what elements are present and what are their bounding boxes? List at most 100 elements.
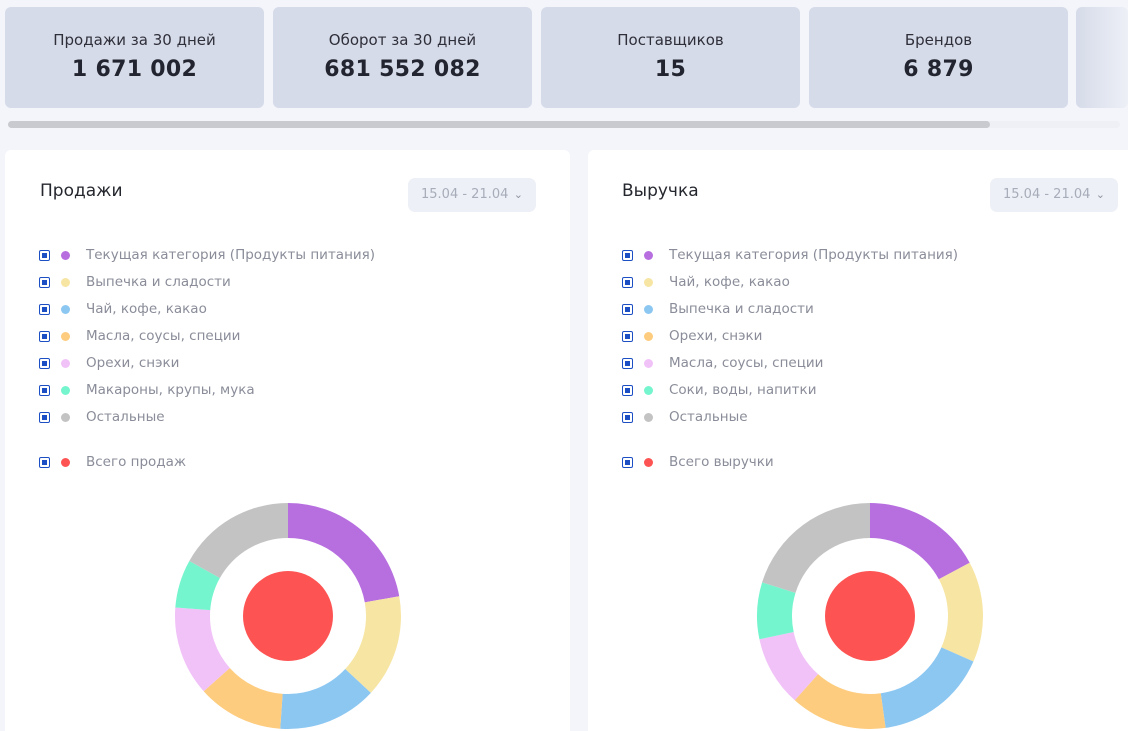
- revenue-donut-chart: Текущая категория (Продукты питания)Чай,…: [757, 503, 983, 729]
- legend-dot-icon: [644, 278, 653, 287]
- legend-item[interactable]: Соки, воды, напитки: [622, 381, 1022, 401]
- donut-slice[interactable]: Текущая категория (Продукты питания): [870, 503, 970, 580]
- checkbox-icon[interactable]: [622, 250, 633, 261]
- legend-item[interactable]: Масла, соусы, специи: [39, 327, 439, 347]
- stat-card-suppliers[interactable]: Поставщиков 15: [541, 7, 800, 108]
- legend-dot-icon: [644, 305, 653, 314]
- legend-dot-icon: [61, 458, 70, 467]
- legend-dot-icon: [644, 413, 653, 422]
- donut-slice[interactable]: Орехи, снэки: [174, 607, 230, 692]
- checkbox-icon[interactable]: [39, 457, 50, 468]
- stat-label: Брендов: [904, 31, 973, 49]
- stat-card-sales[interactable]: Продажи за 30 дней 1 671 002: [5, 7, 264, 108]
- legend-item[interactable]: Орехи, снэки: [622, 327, 1022, 347]
- donut-center-total[interactable]: [243, 571, 333, 661]
- legend-item[interactable]: Выпечка и сладости: [622, 300, 1022, 320]
- checkbox-icon[interactable]: [622, 331, 633, 342]
- legend-label: Чай, кофе, какао: [86, 301, 207, 317]
- legend-dot-icon: [61, 251, 70, 260]
- checkbox-icon[interactable]: [622, 412, 633, 423]
- legend-label: Чай, кофе, какао: [669, 274, 790, 290]
- legend-item[interactable]: Орехи, снэки: [39, 354, 439, 374]
- legend-dot-icon: [61, 359, 70, 368]
- chevron-down-icon: ⌄: [1095, 188, 1105, 201]
- checkbox-icon[interactable]: [39, 331, 50, 342]
- stat-card-brands[interactable]: Брендов 6 879: [809, 7, 1068, 108]
- legend-item[interactable]: Остальные: [622, 408, 1022, 428]
- legend-dot-icon: [61, 278, 70, 287]
- donut-slice[interactable]: Макароны, крупы, мука: [175, 560, 220, 611]
- checkbox-icon[interactable]: [39, 250, 50, 261]
- legend-item-total[interactable]: Всего выручки: [622, 453, 1022, 473]
- chevron-down-icon: ⌄: [513, 188, 523, 201]
- horizontal-scrollbar-thumb[interactable]: [8, 121, 990, 128]
- checkbox-icon[interactable]: [39, 304, 50, 315]
- legend-dot-icon: [644, 458, 653, 467]
- checkbox-icon[interactable]: [622, 277, 633, 288]
- donut-slice[interactable]: Масла, соусы, специи: [759, 632, 819, 701]
- legend-dot-icon: [644, 332, 653, 341]
- stat-value: 681 552 082: [324, 57, 481, 82]
- donut-slice[interactable]: Соки, воды, напитки: [757, 582, 796, 640]
- legend-dot-icon: [61, 386, 70, 395]
- period-select[interactable]: 15.04 - 21.04 ⌄: [408, 178, 536, 212]
- legend-label: Текущая категория (Продукты питания): [86, 247, 376, 263]
- legend-dot-icon: [61, 305, 70, 314]
- stat-card-turnover[interactable]: Оборот за 30 дней 681 552 082: [273, 7, 532, 108]
- stat-value: 6 879: [903, 57, 974, 82]
- legend-dot-icon: [644, 359, 653, 368]
- panel-title: Выручка: [622, 181, 699, 201]
- stats-row: Продажи за 30 дней 1 671 002 Оборот за 3…: [0, 0, 1128, 118]
- donut-slice[interactable]: Орехи, снэки: [794, 674, 886, 729]
- donut-slice[interactable]: Масла, соусы, специи: [203, 667, 283, 729]
- legend-item[interactable]: Текущая категория (Продукты питания): [39, 246, 439, 266]
- legend-label: Орехи, снэки: [86, 355, 180, 371]
- checkbox-icon[interactable]: [622, 385, 633, 396]
- donut-slice[interactable]: Чай, кофе, какао: [938, 562, 983, 662]
- donut-center-total[interactable]: [825, 571, 915, 661]
- legend-item[interactable]: Макароны, крупы, мука: [39, 381, 439, 401]
- legend-dot-icon: [644, 386, 653, 395]
- stat-value: 15: [654, 57, 687, 82]
- period-value: 15.04 - 21.04: [1003, 187, 1091, 202]
- checkbox-icon[interactable]: [622, 457, 633, 468]
- legend-item-total[interactable]: Всего продаж: [39, 453, 439, 473]
- checkbox-icon[interactable]: [39, 358, 50, 369]
- period-select[interactable]: 15.04 - 21.04 ⌄: [990, 178, 1118, 212]
- legend-dot-icon: [61, 332, 70, 341]
- donut-slice[interactable]: Выпечка и сладости: [345, 596, 401, 693]
- legend-label: Масла, соусы, специи: [669, 355, 824, 371]
- panel-title: Продажи: [40, 181, 123, 201]
- legend-dot-icon: [61, 413, 70, 422]
- legend-item[interactable]: Чай, кофе, какао: [39, 300, 439, 320]
- revenue-panel: Выручка 15.04 - 21.04 ⌄ Текущая категори…: [588, 150, 1128, 731]
- checkbox-icon[interactable]: [622, 304, 633, 315]
- legend-label: Текущая категория (Продукты питания): [669, 247, 959, 263]
- legend-item[interactable]: Выпечка и сладости: [39, 273, 439, 293]
- legend-item[interactable]: Текущая категория (Продукты питания): [622, 246, 1022, 266]
- checkbox-icon[interactable]: [622, 358, 633, 369]
- legend-label: Всего выручки: [669, 454, 774, 470]
- legend-label: Всего продаж: [86, 454, 187, 470]
- checkbox-icon[interactable]: [39, 412, 50, 423]
- donut-slice[interactable]: Остальные: [189, 503, 288, 578]
- checkbox-icon[interactable]: [39, 277, 50, 288]
- period-value: 15.04 - 21.04: [421, 187, 509, 202]
- legend-item[interactable]: Масла, соусы, специи: [622, 354, 1022, 374]
- donut-slice[interactable]: Чай, кофе, какао: [280, 669, 371, 729]
- legend-label: Соки, воды, напитки: [669, 382, 817, 398]
- legend-label: Остальные: [669, 409, 748, 425]
- stat-value: 1 671 002: [71, 57, 198, 82]
- legend-item[interactable]: Чай, кофе, какао: [622, 273, 1022, 293]
- checkbox-icon[interactable]: [39, 385, 50, 396]
- sales-panel: Продажи 15.04 - 21.04 ⌄ Текущая категори…: [5, 150, 570, 731]
- sales-donut-chart: Текущая категория (Продукты питания)Выпе…: [174, 503, 401, 729]
- legend-label: Остальные: [86, 409, 165, 425]
- legend-label: Макароны, крупы, мука: [86, 382, 255, 398]
- donut-slice[interactable]: Выпечка и сладости: [880, 647, 974, 728]
- legend-label: Масла, соусы, специи: [86, 328, 241, 344]
- legend-item[interactable]: Остальные: [39, 408, 439, 428]
- donut-slice[interactable]: Остальные: [762, 503, 870, 593]
- donut-slice[interactable]: Текущая категория (Продукты питания): [288, 503, 400, 603]
- stat-card-partial[interactable]: [1076, 7, 1128, 108]
